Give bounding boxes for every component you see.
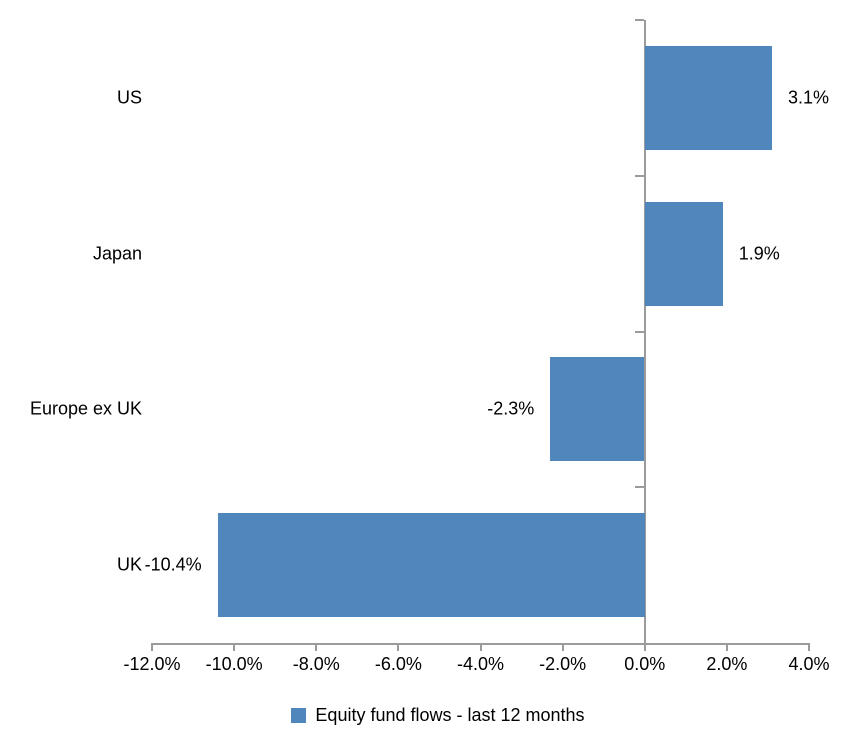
x-axis-tick [315, 643, 318, 651]
bar-value-label: -10.4% [144, 554, 202, 575]
x-tick-label: 0.0% [624, 654, 666, 674]
category-label: Europe ex UK [29, 398, 142, 419]
category-axis-tick [634, 486, 644, 489]
x-tick-label: -4.0% [456, 654, 505, 674]
x-tick-label: -6.0% [374, 654, 422, 674]
x-axis-tick [808, 643, 810, 651]
category-label: Japan [92, 243, 142, 264]
bar-us [644, 46, 772, 150]
bar-europe-ex-uk [550, 357, 645, 461]
bar-value-label: 1.9% [738, 243, 780, 264]
x-axis-tick [233, 643, 236, 651]
category-axis-tick [634, 19, 644, 21]
x-tick-label: -12.0% [123, 654, 181, 674]
bar-uk [217, 513, 645, 617]
zero-axis-line [643, 20, 646, 651]
category-label: UK [116, 554, 142, 575]
x-axis-tick [151, 643, 153, 651]
category-label: US [116, 87, 142, 108]
category-axis-tick [634, 174, 644, 177]
bar-value-label: -2.3% [487, 398, 535, 419]
x-axis-tick [479, 643, 482, 651]
x-axis-tick [725, 643, 728, 651]
x-axis-tick [561, 643, 564, 651]
x-axis-tick [397, 643, 400, 651]
x-tick-label: 2.0% [706, 654, 748, 674]
bar-japan [644, 202, 723, 306]
category-axis-tick [634, 330, 644, 333]
legend-swatch [291, 708, 307, 723]
bar-value-label: 3.1% [788, 87, 830, 108]
legend: Equity fund flows - last 12 months [12, 705, 852, 726]
x-tick-label: -8.0% [292, 654, 340, 674]
legend-label: Equity fund flows - last 12 months [315, 705, 585, 725]
x-tick-label: 4.0% [788, 654, 830, 674]
x-tick-label: -10.0% [205, 654, 263, 674]
x-tick-label: -2.0% [539, 654, 587, 674]
